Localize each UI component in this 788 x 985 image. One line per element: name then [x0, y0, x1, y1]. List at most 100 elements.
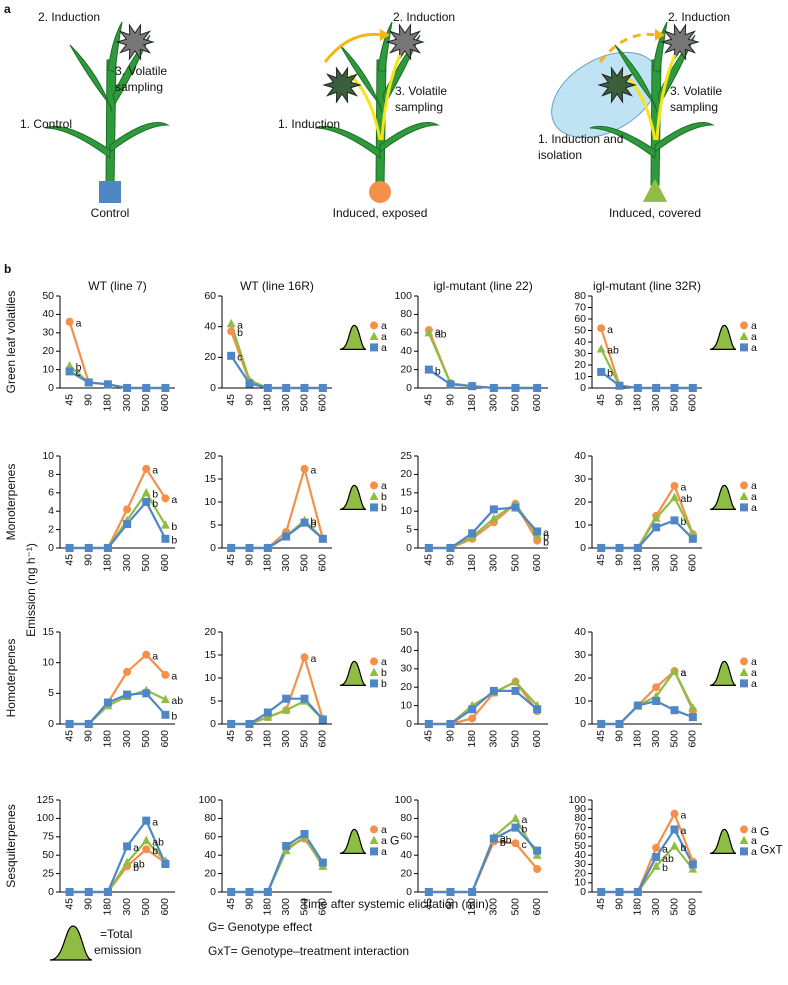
data-point	[597, 888, 606, 896]
y-tick-label: 20	[42, 345, 54, 357]
significance-letter: a	[681, 667, 687, 679]
step-label: 1. Induction and	[538, 132, 623, 146]
x-tick-label: 500	[140, 394, 152, 412]
effect-label: G	[390, 834, 399, 848]
y-tick-label: 100	[568, 794, 586, 806]
significance-letter: b	[171, 521, 177, 533]
data-point	[123, 384, 132, 392]
y-tick-label: 20	[400, 468, 412, 480]
data-point	[227, 888, 236, 896]
series-line	[428, 689, 538, 726]
x-tick-label: 600	[159, 394, 171, 412]
y-tick-label: 10	[42, 450, 54, 462]
y-tick-label: 40	[574, 626, 586, 638]
data-point	[300, 464, 309, 473]
data-point	[651, 513, 661, 522]
data-point	[652, 697, 661, 705]
data-point	[281, 705, 291, 714]
data-point	[688, 534, 697, 543]
series-line	[231, 521, 324, 550]
data-point	[123, 667, 132, 676]
x-tick-label: 600	[531, 898, 543, 916]
y-tick-label: 15	[400, 487, 412, 499]
y-tick-label: 6	[48, 487, 54, 499]
x-tick-label: 45	[595, 898, 607, 910]
x-tick-label: 600	[531, 394, 543, 412]
x-tick-label: 180	[102, 394, 114, 412]
x-axis-title: Time after systemic elicitation (min)	[301, 897, 489, 911]
data-point	[670, 706, 679, 715]
x-tick-label: 500	[298, 730, 310, 748]
x-tick-label: 600	[531, 730, 543, 748]
data-point	[670, 841, 679, 850]
data-point	[670, 481, 679, 490]
data-point	[489, 513, 499, 523]
total-letter: a	[381, 342, 387, 354]
x-tick-label: 45	[225, 898, 237, 910]
data-point	[468, 705, 477, 714]
x-tick-label: 90	[83, 394, 95, 406]
data-point	[300, 830, 309, 839]
step-label: 3. Volatile	[670, 84, 722, 98]
significance-letter: a	[152, 465, 158, 477]
y-tick-label: 50	[574, 840, 586, 852]
data-point	[318, 534, 327, 543]
y-tick-label: 5	[48, 687, 54, 699]
x-tick-label: 300	[280, 898, 292, 916]
y-tick-label: 0	[210, 886, 216, 898]
total-letter: a	[751, 667, 757, 679]
x-tick-label: 180	[102, 730, 114, 748]
x-tick-label: 300	[121, 394, 133, 412]
y-tick-label: 0	[210, 718, 216, 730]
series-line	[231, 518, 324, 550]
data-point	[424, 544, 433, 552]
significance-letter: b	[435, 365, 441, 377]
x-tick-label: 90	[243, 394, 255, 406]
panel-label: a	[4, 2, 11, 16]
total-letter: b	[381, 491, 387, 503]
data-point	[65, 367, 74, 376]
x-tick-label: 180	[632, 898, 644, 916]
data-point	[596, 344, 606, 353]
leaf	[69, 44, 113, 113]
legend-marker	[740, 343, 748, 352]
x-tick-label: 45	[423, 394, 435, 406]
y-tick-label: 30	[574, 473, 586, 485]
y-tick-label: 4	[48, 505, 54, 517]
data-point	[84, 378, 93, 387]
arrow-head	[380, 29, 390, 41]
series-line	[230, 330, 323, 390]
x-tick-label: 90	[444, 730, 456, 742]
y-tick-label: 0	[48, 542, 54, 554]
significance-letter: c	[522, 839, 527, 851]
x-tick-label: 90	[613, 394, 625, 406]
vein-highlight	[623, 54, 677, 141]
x-tick-label: 90	[444, 394, 456, 406]
data-point	[226, 318, 236, 328]
data-point	[511, 839, 520, 848]
total-emission-icon	[339, 324, 367, 350]
column-title: WT (line 7)	[88, 279, 146, 293]
significance-letter: b	[311, 518, 317, 530]
y-tick-label: 0	[580, 886, 586, 898]
data-point	[688, 860, 697, 869]
data-point	[123, 690, 132, 699]
y-tick-label: 0	[406, 382, 412, 394]
data-point	[282, 532, 291, 541]
legend-marker	[740, 825, 748, 834]
data-point	[245, 379, 254, 388]
x-tick-label: 180	[466, 898, 478, 916]
y-axis-title: Emission (ng h⁻¹)	[24, 543, 38, 637]
y-tick-label: 0	[210, 542, 216, 554]
significance-letter: b	[681, 516, 687, 528]
data-point	[615, 720, 624, 728]
treatment-marker	[642, 178, 668, 202]
x-tick-label: 180	[262, 898, 274, 916]
treatment-caption: Control	[91, 206, 130, 220]
data-point	[468, 714, 477, 723]
total-letter: a	[381, 331, 387, 343]
significance-letter: b	[171, 711, 177, 723]
row-title: Homoterpenes	[4, 639, 18, 718]
series-line	[231, 832, 324, 894]
data-point	[142, 845, 151, 854]
